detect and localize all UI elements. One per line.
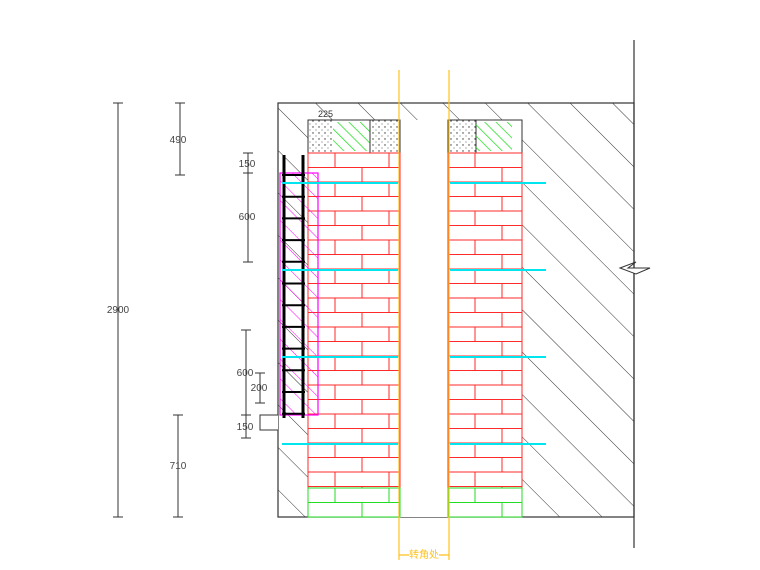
dimension-lines [113, 102, 265, 518]
reinforcement-ladder [282, 155, 305, 418]
break-symbol [618, 261, 651, 275]
corner-label: 转角处 [409, 548, 439, 561]
dim-lower-spacing: 600 [237, 368, 254, 379]
dim-lower-inner: 200 [251, 383, 268, 394]
tie-bars [282, 182, 546, 445]
cap-width-label: 225 [318, 109, 333, 119]
cap-blocks [307, 119, 523, 154]
dim-bottom: 710 [170, 461, 187, 472]
dim-upper-spacing: 600 [239, 212, 256, 223]
insulation-layer [279, 172, 319, 416]
corner-void [400, 120, 448, 517]
dimension-labels: 2900 490 150 600 600 200 150 710 [107, 135, 268, 472]
brick-column [307, 152, 401, 489]
brick-column [447, 152, 523, 489]
dim-top: 490 [170, 135, 187, 146]
dim-lower-small: 150 [237, 422, 254, 433]
ledge [259, 414, 278, 431]
brick-courses [307, 152, 523, 518]
dim-total: 2900 [107, 305, 130, 316]
dim-upper-small: 150 [239, 159, 256, 170]
